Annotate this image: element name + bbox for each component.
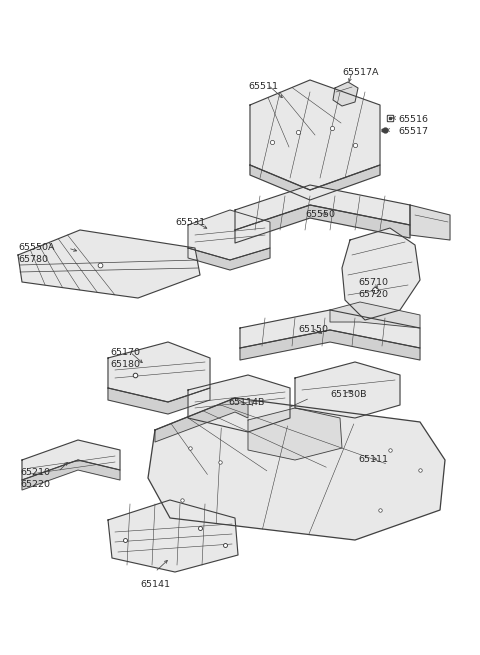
Polygon shape — [22, 440, 120, 480]
Text: 65210: 65210 — [20, 468, 50, 477]
Text: 65180: 65180 — [110, 360, 140, 369]
Text: 65170: 65170 — [110, 348, 140, 357]
Text: 65720: 65720 — [358, 290, 388, 299]
Text: 65220: 65220 — [20, 480, 50, 489]
Polygon shape — [22, 460, 120, 490]
Polygon shape — [188, 375, 290, 432]
Polygon shape — [250, 165, 380, 200]
Text: 65710: 65710 — [358, 278, 388, 287]
Polygon shape — [240, 330, 420, 360]
Text: 65516: 65516 — [398, 115, 428, 124]
Polygon shape — [108, 342, 210, 402]
Text: 65517A: 65517A — [342, 68, 379, 77]
Text: 65780: 65780 — [18, 255, 48, 264]
Text: 65511: 65511 — [248, 82, 278, 91]
Polygon shape — [295, 362, 400, 418]
Polygon shape — [18, 230, 200, 298]
Polygon shape — [188, 248, 270, 270]
Polygon shape — [108, 388, 210, 414]
Polygon shape — [155, 398, 248, 442]
Polygon shape — [188, 210, 270, 260]
Text: 65531: 65531 — [175, 218, 205, 227]
Text: 65150: 65150 — [298, 325, 328, 334]
Text: 65550A: 65550A — [18, 243, 55, 252]
Text: 65130B: 65130B — [330, 390, 367, 399]
Text: 65517: 65517 — [398, 127, 428, 136]
Polygon shape — [248, 408, 342, 460]
Text: 65111: 65111 — [358, 455, 388, 464]
Text: 65141: 65141 — [140, 580, 170, 589]
Polygon shape — [250, 80, 380, 190]
Text: 65114B: 65114B — [228, 398, 264, 407]
Polygon shape — [342, 228, 420, 320]
Polygon shape — [235, 185, 410, 230]
Polygon shape — [330, 302, 420, 328]
Polygon shape — [240, 310, 420, 348]
Polygon shape — [108, 500, 238, 572]
Polygon shape — [148, 398, 445, 540]
Polygon shape — [333, 82, 358, 106]
Polygon shape — [235, 205, 410, 243]
Text: 65550: 65550 — [305, 210, 335, 219]
Polygon shape — [410, 205, 450, 240]
